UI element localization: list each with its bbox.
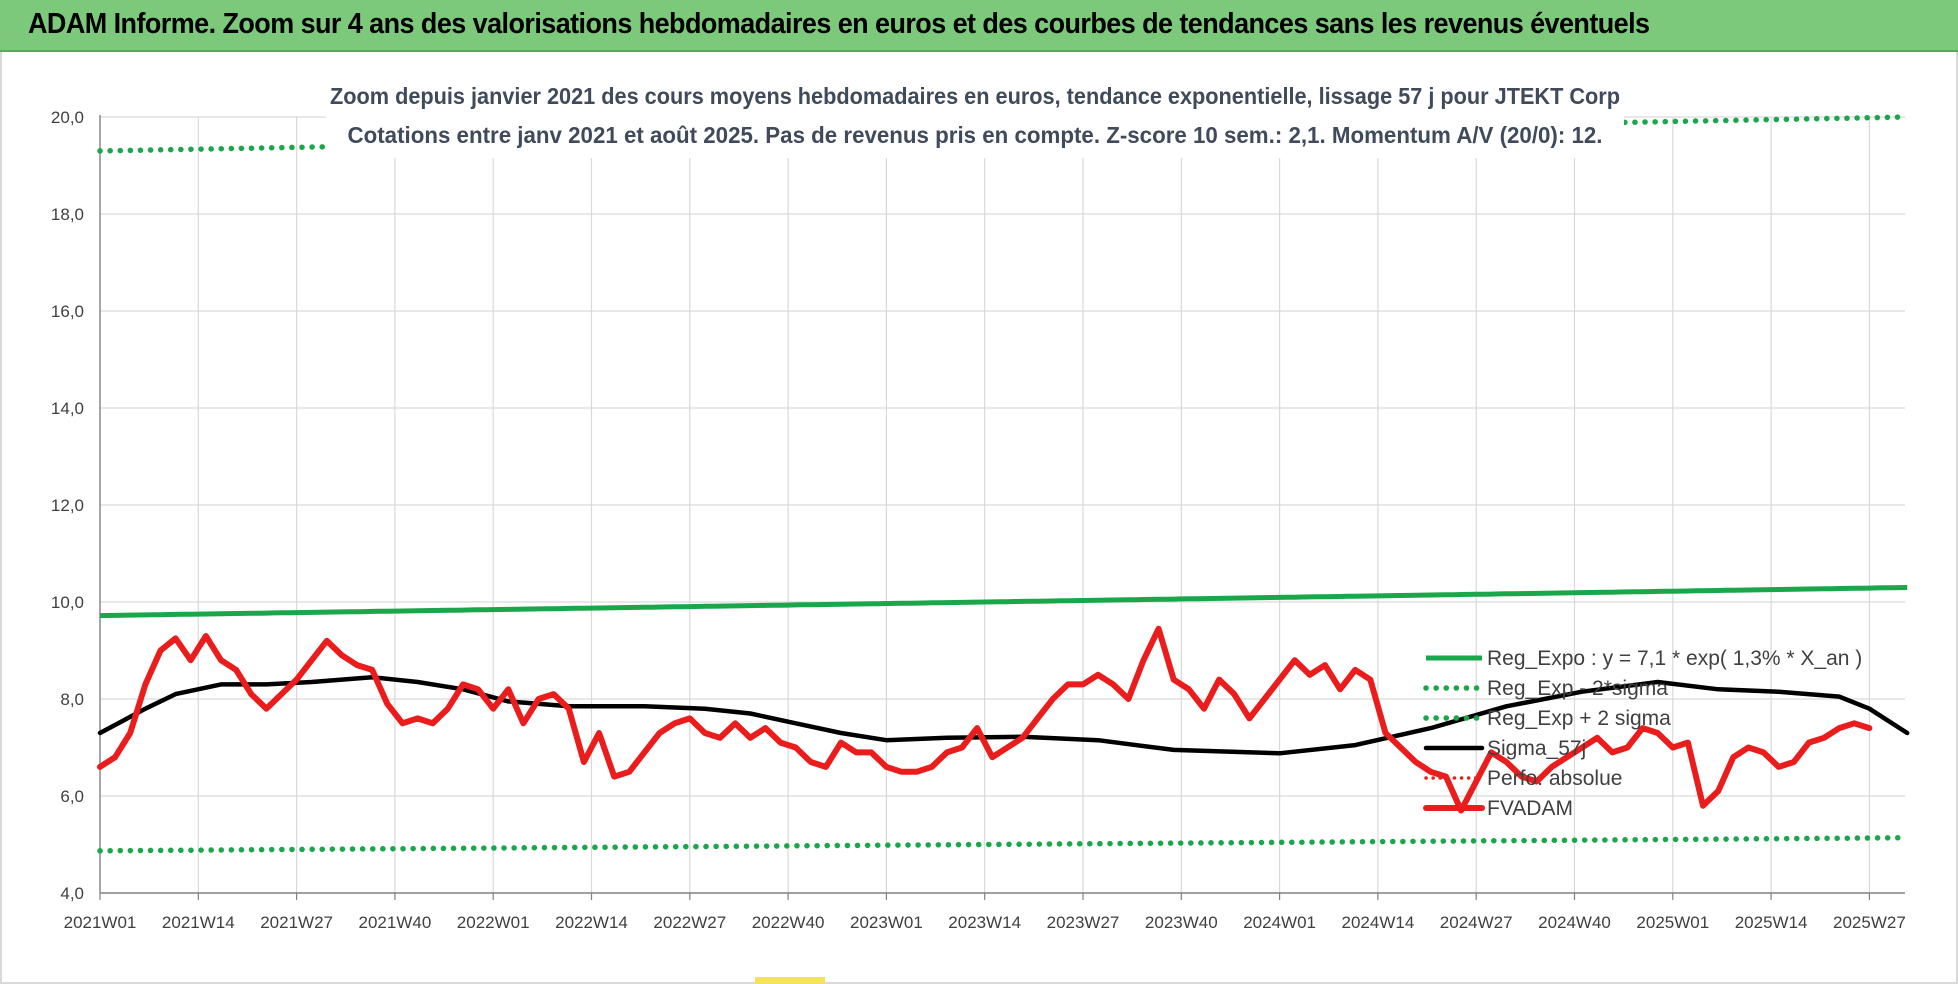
grid [100, 116, 1905, 893]
header-banner: ADAM Informe. Zoom sur 4 ans des valoris… [0, 0, 1958, 52]
x-tick-label: 2023W14 [948, 913, 1021, 932]
legend-label: FVADAM [1487, 797, 1573, 820]
legend-label: Sigma_57j [1487, 737, 1586, 760]
y-tick-label: 6,0 [60, 787, 84, 806]
y-tick-label: 16,0 [51, 302, 84, 321]
series [97, 114, 1910, 854]
x-tick-label: 2023W40 [1145, 913, 1218, 932]
y-tick-label: 18,0 [51, 205, 84, 224]
subtitle-line-2: Cotations entre janv 2021 et août 2025. … [348, 122, 1603, 148]
axes: 4,0 6,0 8,0 10,0 12,0 14,0 16,0 18,0 20,0 2021W01… [51, 108, 1906, 932]
x-tick-label: 2025W27 [1833, 913, 1906, 932]
page-title: ADAM Informe. Zoom sur 4 ans des valoris… [28, 8, 1650, 40]
legend-label: Perfo. absolue [1487, 767, 1622, 790]
x-tick-label: 2022W27 [653, 913, 726, 932]
x-tick-label: 2023W27 [1047, 913, 1120, 932]
x-tick-label: 2021W14 [162, 913, 235, 932]
legend: Reg_Expo : y = 7,1 * exp( 1,3% * X_an ) R… [1423, 647, 1862, 820]
x-tick-label: 2024W14 [1342, 913, 1415, 932]
legend-label: Reg_Expo : y = 7,1 * exp( 1,3% * X_an ) [1487, 647, 1862, 670]
x-tick-label: 2024W27 [1440, 913, 1513, 932]
legend-label: Reg_Exp + 2 sigma [1487, 707, 1671, 730]
x-tick-label: 2021W27 [260, 913, 333, 932]
x-tick-label: 2025W14 [1735, 913, 1808, 932]
series-line-reg-exp-2-sigma [97, 834, 1910, 854]
chart-frame [0, 52, 1958, 984]
y-tick-label: 8,0 [60, 690, 84, 709]
x-tick-label: 2022W40 [752, 913, 825, 932]
y-tick-label: 4,0 [60, 884, 84, 903]
subtitle-line-1: Zoom depuis janvier 2021 des cours moyen… [330, 83, 1620, 109]
series-line-reg-expo-y-7-1-exp-1-3-x-an [99, 585, 1908, 619]
series-line-fvadam [97, 625, 1873, 814]
series-line-sigma-57j [97, 674, 1910, 756]
decorative-accent [755, 977, 825, 984]
x-tick-label: 2025W01 [1636, 913, 1709, 932]
y-tick-label: 14,0 [51, 399, 84, 418]
y-tick-label: 10,0 [51, 593, 84, 612]
subtitle-background [326, 72, 1624, 158]
x-tick-label: 2022W01 [457, 913, 530, 932]
x-tick-label: 2023W01 [850, 913, 923, 932]
x-tick-label: 2021W40 [359, 913, 432, 932]
x-tick-label: 2022W14 [555, 913, 628, 932]
x-tick-label: 2021W01 [64, 913, 137, 932]
x-tick-label: 2024W01 [1243, 913, 1316, 932]
legend-label: Reg_Exp - 2*sigma [1487, 677, 1668, 700]
x-tick-label: 2024W40 [1538, 913, 1611, 932]
y-tick-label: 20,0 [51, 108, 84, 127]
chart-subtitle: Zoom depuis janvier 2021 des cours moyen… [326, 72, 1624, 158]
y-tick-label: 12,0 [51, 496, 84, 515]
